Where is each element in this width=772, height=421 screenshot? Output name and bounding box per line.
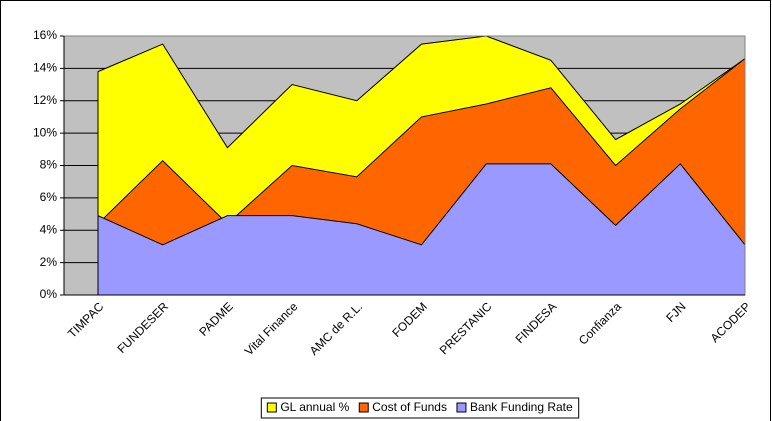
legend-label: GL annual % xyxy=(280,400,349,414)
y-tick-label: 12% xyxy=(33,93,57,107)
legend-swatch xyxy=(456,402,467,413)
legend-label: Bank Funding Rate xyxy=(470,400,573,414)
legend-box xyxy=(260,397,580,419)
legend-swatch xyxy=(358,402,369,413)
legend-swatch xyxy=(266,402,277,413)
y-tick-label: 14% xyxy=(33,61,57,75)
y-tick-label: 16% xyxy=(33,28,57,42)
y-tick-label: 10% xyxy=(33,125,57,139)
y-tick-label: 2% xyxy=(40,255,58,269)
area xyxy=(97,163,746,296)
y-tick-label: 4% xyxy=(40,222,58,236)
y-tick-label: 0% xyxy=(40,287,58,301)
legend-label: Cost of Funds xyxy=(372,400,447,414)
y-tick-label: 8% xyxy=(40,158,58,172)
y-tick-label: 6% xyxy=(40,190,58,204)
legend: GL annual % Cost of Funds Bank Funding Rat… xyxy=(260,397,580,419)
